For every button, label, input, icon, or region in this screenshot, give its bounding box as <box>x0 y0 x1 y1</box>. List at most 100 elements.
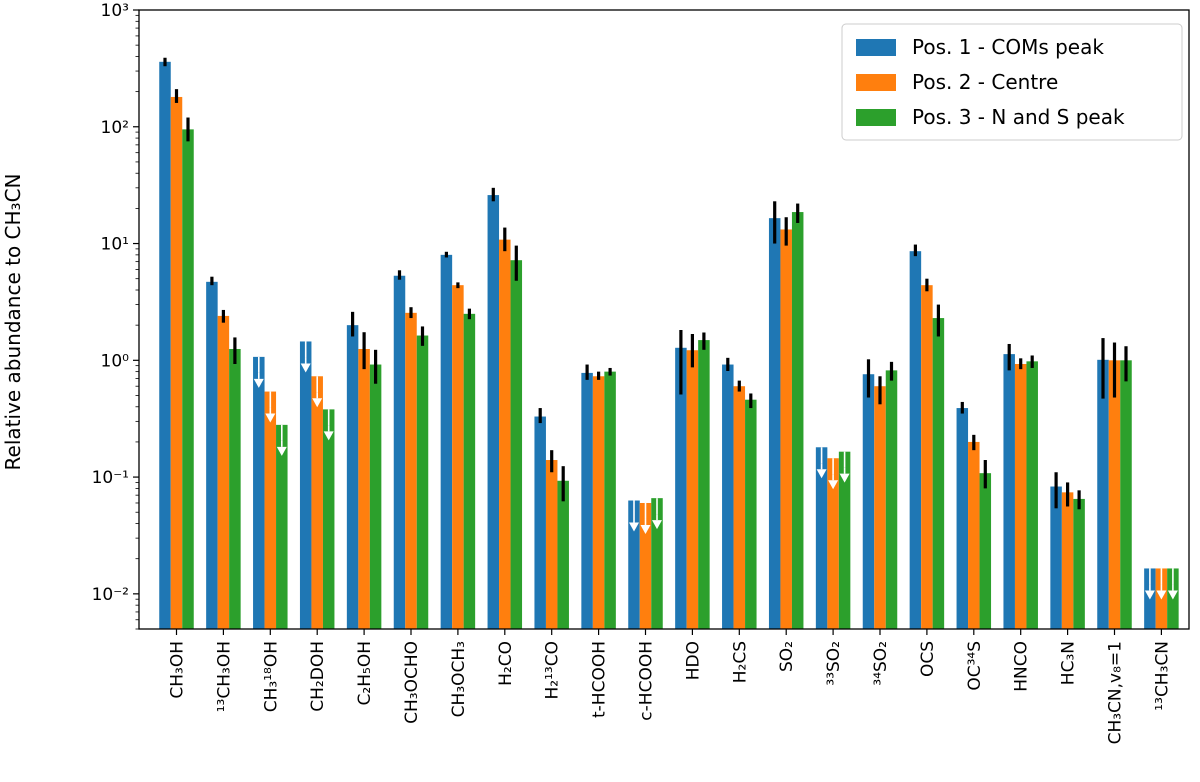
bar <box>264 391 277 629</box>
upper-limit-arrow-icon <box>1144 590 1155 600</box>
bar <box>369 364 382 629</box>
bar <box>405 312 417 629</box>
x-tick-label: ¹³CH₃OH <box>214 641 234 712</box>
bar <box>768 218 781 629</box>
x-tick-label: OC³⁴S <box>965 641 985 691</box>
bar <box>639 502 652 629</box>
x-tick-label: H₂CO <box>496 641 516 686</box>
x-tick-label: OCS <box>918 641 938 677</box>
upper-limit-arrow-icon <box>300 363 311 373</box>
bar <box>416 335 429 629</box>
x-tick-label: SO₂ <box>777 641 797 672</box>
bar <box>862 374 875 629</box>
bar <box>592 376 605 629</box>
bar <box>1061 492 1074 629</box>
y-tick-label: 10¹ <box>101 235 129 255</box>
bar <box>698 340 710 629</box>
y-axis-label: Relative abundance to CH₃CN <box>1 174 25 471</box>
bar <box>745 399 757 629</box>
bar <box>780 229 792 629</box>
bar <box>170 96 183 629</box>
legend-swatch <box>856 74 896 91</box>
x-tick-label: HC₃N <box>1059 641 1079 685</box>
bar <box>874 386 886 629</box>
x-tick-label: CH₃OH <box>168 641 188 699</box>
x-tick-label: C₂H₅OH <box>355 641 375 705</box>
x-tick-label: CH₃CN,v₈=1 <box>1106 641 1126 744</box>
x-tick-label: CH₃¹⁸OH <box>261 641 281 712</box>
bar <box>206 281 218 629</box>
bar <box>686 350 699 629</box>
x-tick-label: CH₃OCH₃ <box>449 641 469 717</box>
x-tick-label: CH₃OCHO <box>402 641 422 724</box>
bar <box>1003 354 1015 629</box>
legend-label: Pos. 1 - COMs peak <box>912 35 1104 59</box>
bar <box>299 341 312 629</box>
upper-limit-arrow-icon <box>1167 590 1178 600</box>
bar <box>675 347 687 629</box>
legend-swatch <box>856 39 896 56</box>
bar <box>956 408 969 629</box>
legend-frame <box>841 23 1183 141</box>
legend-label: Pos. 2 - Centre <box>912 70 1058 94</box>
x-tick-label: ³⁴SO₂ <box>871 641 891 686</box>
bar <box>322 409 335 629</box>
upper-limit-arrow-icon <box>276 446 287 456</box>
bar <box>393 275 406 629</box>
bar <box>722 364 734 629</box>
y-tick-label: 10² <box>101 118 129 138</box>
bar <box>1073 498 1085 629</box>
bar <box>534 416 546 629</box>
bar <box>499 239 511 629</box>
bar <box>229 348 241 629</box>
bar <box>838 451 851 629</box>
bar <box>182 129 194 629</box>
x-tick-label: t-HCOOH <box>590 641 610 718</box>
bar <box>311 376 323 629</box>
y-tick-label: 10⁰ <box>101 351 130 371</box>
bar <box>604 371 616 629</box>
x-tick-label: ¹³CH₃CN <box>1152 641 1172 711</box>
upper-limit-arrow-icon <box>640 524 651 534</box>
upper-limit-arrow-icon <box>312 398 323 408</box>
upper-limit-arrow-icon <box>629 522 639 532</box>
bar <box>346 325 359 629</box>
upper-limit-arrow-icon <box>839 473 850 483</box>
bar <box>159 61 171 630</box>
bar <box>581 372 593 629</box>
x-tick-label: HDO <box>683 641 703 680</box>
x-tick-label: H₂¹³CO <box>543 641 563 699</box>
bar <box>968 441 980 629</box>
upper-limit-arrow-icon <box>828 480 839 490</box>
bar <box>815 447 828 629</box>
bar <box>628 500 640 629</box>
legend-swatch <box>856 109 896 126</box>
y-tick-label: 10⁻² <box>92 585 129 605</box>
x-tick-label: HNCO <box>1012 641 1032 692</box>
bar <box>885 370 898 629</box>
bar <box>791 212 804 630</box>
y-tick-label: 10⁻¹ <box>92 468 129 488</box>
upper-limit-arrow-icon <box>652 520 662 530</box>
legend-label: Pos. 3 - N and S peak <box>912 105 1125 129</box>
bar <box>452 285 464 629</box>
bar <box>979 473 992 629</box>
legend: Pos. 1 - COMs peak Pos. 2 - Centre Pos. 3 … <box>841 23 1183 141</box>
bar <box>1108 360 1121 629</box>
bar <box>487 195 500 629</box>
x-tick-label: CH₂DOH <box>308 641 328 712</box>
x-axis-ticks: CH₃OH ¹³CH₃OH CH₃¹⁸OH CH₂DOH C₂H₅OH CH₃OCHO CH… <box>168 629 1172 744</box>
x-tick-label: H₂CS <box>730 641 750 683</box>
bar <box>1014 363 1027 629</box>
bar <box>440 254 453 629</box>
upper-limit-arrow-icon <box>1156 590 1167 600</box>
bar <box>1097 359 1109 629</box>
bar <box>510 260 523 629</box>
y-axis-ticks: 10⁻² 10⁻¹ 10⁰ 10¹ 10² 10³ <box>92 1 139 630</box>
upper-limit-arrow-icon <box>816 469 827 479</box>
bar <box>932 318 945 629</box>
bar <box>909 251 922 630</box>
bar <box>253 356 265 629</box>
bar <box>358 348 370 629</box>
